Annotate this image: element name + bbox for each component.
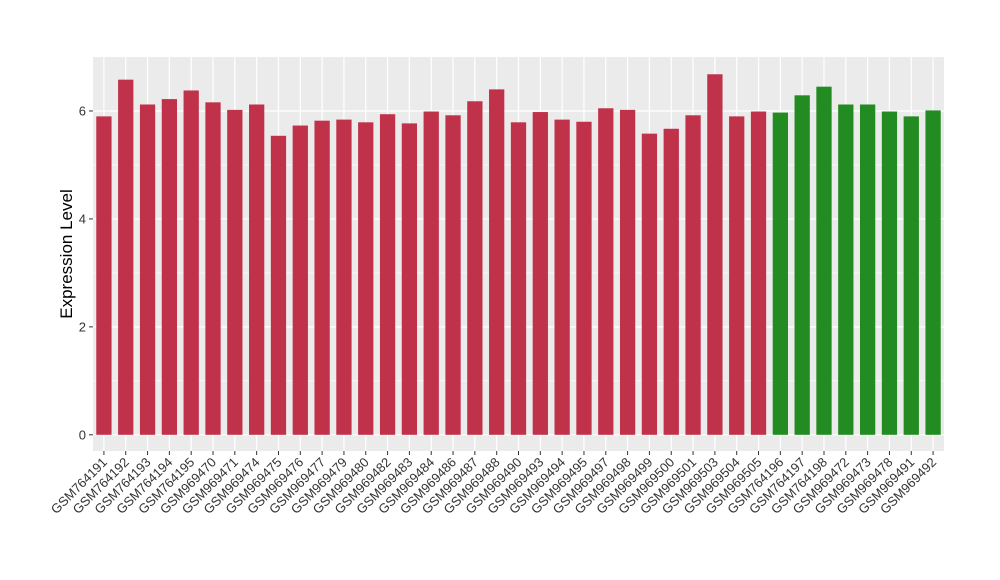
bar xyxy=(379,114,396,435)
bar xyxy=(423,111,439,435)
bar xyxy=(685,115,701,435)
bar xyxy=(467,101,483,435)
bar xyxy=(794,95,810,435)
x-axis: GSM764191GSM764192GSM764193GSM764194GSM7… xyxy=(48,451,939,517)
bar xyxy=(314,120,330,435)
bar xyxy=(554,119,570,435)
bar xyxy=(510,122,527,435)
bar xyxy=(118,79,134,435)
y-tick-label: 4 xyxy=(79,211,86,226)
bar xyxy=(96,116,112,435)
bar xyxy=(336,119,352,435)
bar xyxy=(729,116,745,435)
bar xyxy=(161,99,178,435)
bar xyxy=(772,112,788,435)
bar xyxy=(816,86,832,435)
y-tick-label: 0 xyxy=(79,427,86,442)
bar xyxy=(750,111,767,435)
y-axis-title: Expression Level xyxy=(57,189,76,318)
y-axis: 0 2 4 6 xyxy=(79,103,93,442)
bar xyxy=(445,115,461,435)
bar xyxy=(641,133,658,435)
bar xyxy=(205,102,221,435)
bar xyxy=(139,104,156,435)
bar xyxy=(270,135,287,435)
bar xyxy=(249,104,265,435)
bar xyxy=(619,109,636,435)
bar xyxy=(598,108,614,435)
bar xyxy=(183,90,199,435)
bar xyxy=(292,125,308,435)
bar xyxy=(881,111,898,435)
bar xyxy=(576,121,592,435)
bar xyxy=(903,116,919,435)
bar xyxy=(532,112,548,435)
y-tick-label: 2 xyxy=(79,319,86,334)
bar xyxy=(925,110,941,435)
bar xyxy=(859,104,876,435)
bar xyxy=(401,123,418,435)
bar xyxy=(707,74,723,435)
bar xyxy=(227,109,243,435)
y-tick-label: 6 xyxy=(79,103,86,118)
bar xyxy=(838,104,854,435)
bar xyxy=(663,128,679,435)
bars xyxy=(96,74,941,435)
bar xyxy=(489,89,505,435)
bar xyxy=(358,122,374,435)
